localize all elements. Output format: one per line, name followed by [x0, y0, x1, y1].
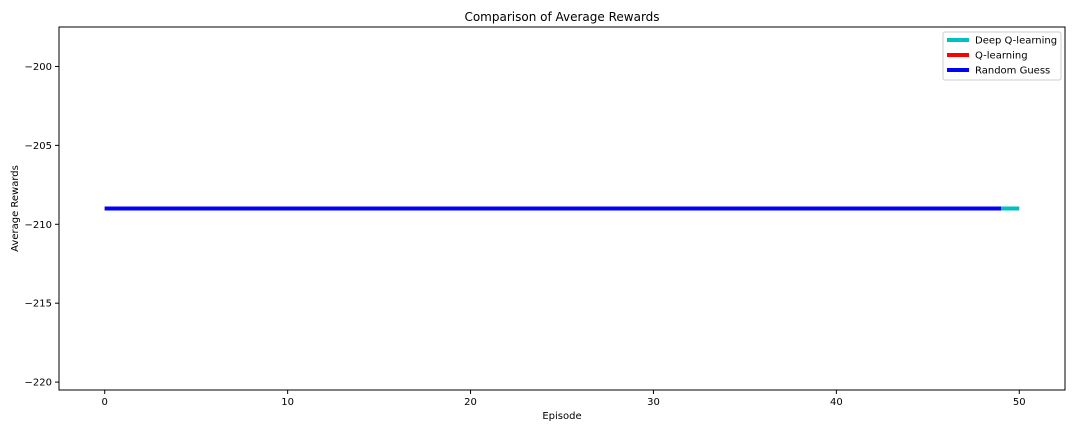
chart-title: Comparison of Average Rewards — [464, 10, 659, 24]
x-tick-label: 50 — [1013, 397, 1026, 408]
x-tick-label: 0 — [102, 397, 108, 408]
x-tick-label: 10 — [281, 397, 294, 408]
legend-label: Deep Q-learning — [975, 36, 1057, 47]
x-tick-label: 40 — [830, 397, 843, 408]
y-tick-label: −220 — [25, 378, 52, 389]
legend-label: Random Guess — [975, 66, 1050, 77]
x-tick-label: 30 — [647, 397, 660, 408]
y-tick-label: −215 — [25, 299, 52, 310]
plot-frame — [58, 26, 1066, 391]
legend-box — [942, 31, 1062, 81]
x-axis: 0 10 20 30 40 50 — [102, 390, 1026, 408]
legend-label: Q-learning — [975, 51, 1028, 62]
y-axis-label: Average Rewards — [10, 165, 21, 252]
x-tick-label: 20 — [464, 397, 477, 408]
y-tick-label: −200 — [25, 62, 52, 73]
x-axis-label: Episode — [542, 411, 581, 422]
legend: Deep Q-learning Q-learning Random Guess — [942, 31, 1062, 81]
y-tick-label: −210 — [25, 220, 52, 231]
y-axis: −200 −205 −210 −215 −220 — [25, 62, 59, 389]
y-tick-label: −205 — [25, 141, 52, 152]
